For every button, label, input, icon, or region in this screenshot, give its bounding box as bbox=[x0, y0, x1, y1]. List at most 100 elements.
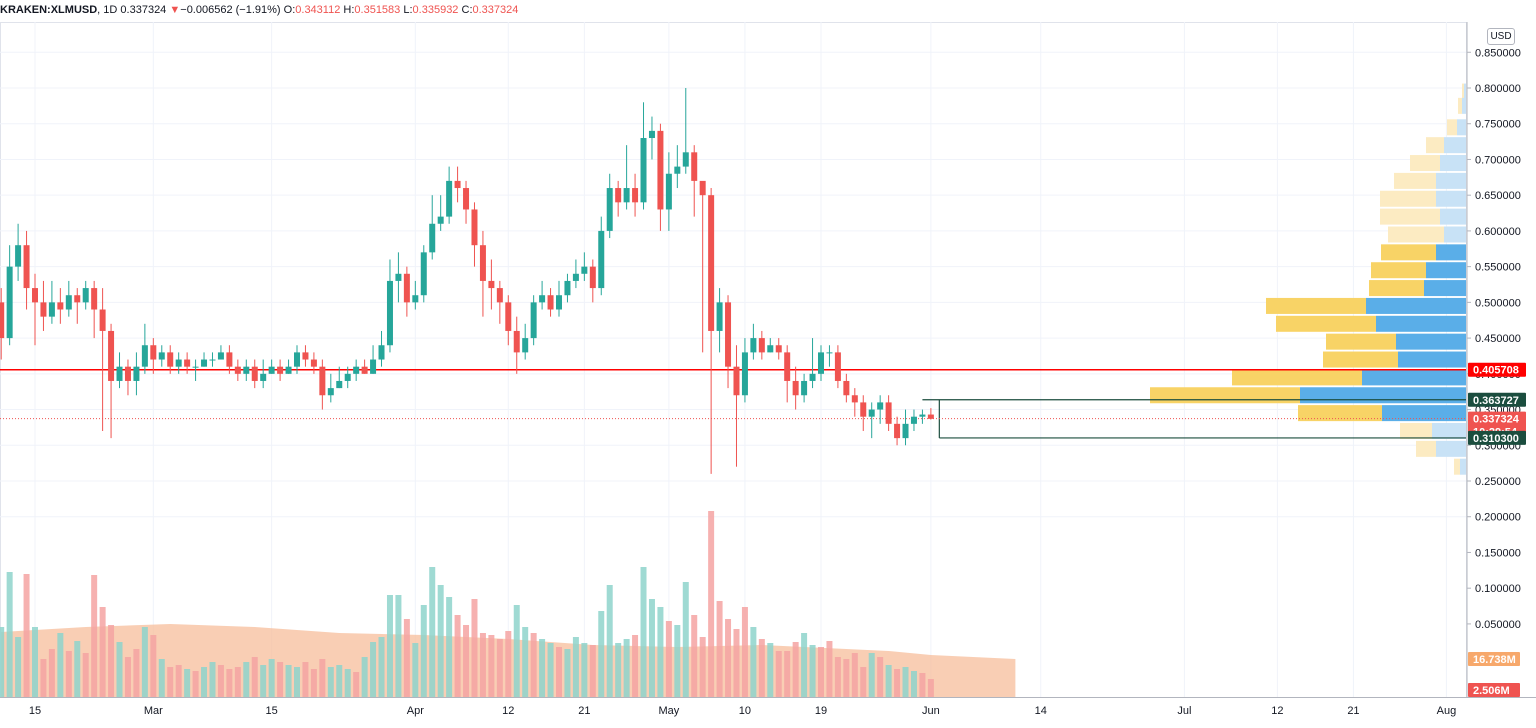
grid bbox=[0, 22, 1536, 698]
volume-bar bbox=[682, 582, 689, 697]
volume-bar bbox=[623, 639, 630, 697]
x-tick-label: 21 bbox=[1347, 705, 1359, 717]
down-arrow-icon: ▼ bbox=[169, 4, 181, 16]
vp-up-bar bbox=[1380, 190, 1436, 207]
range-top-tag: 0.363727 bbox=[1473, 395, 1519, 407]
volume-bar bbox=[234, 667, 241, 697]
vp-down-bar bbox=[1376, 315, 1466, 332]
candle-body bbox=[910, 416, 917, 424]
candle-body bbox=[158, 352, 165, 360]
y-tick-label: 0.650000 bbox=[1475, 190, 1521, 202]
vp-down-bar bbox=[1436, 440, 1466, 457]
candle-body bbox=[116, 366, 123, 381]
y-tick-label: 0.100000 bbox=[1475, 583, 1521, 595]
volume-bar bbox=[758, 639, 765, 697]
volume-bar bbox=[327, 667, 334, 697]
candle-body bbox=[395, 273, 402, 281]
candle-body bbox=[133, 366, 140, 381]
volume-bar bbox=[260, 665, 267, 697]
volume-bar bbox=[175, 665, 182, 697]
vp-down-bar bbox=[1362, 369, 1466, 386]
candle-body bbox=[615, 188, 622, 203]
candle-body bbox=[716, 302, 723, 331]
x-tick-label: 15 bbox=[29, 705, 41, 717]
volume-bar bbox=[505, 631, 512, 697]
volume-bar bbox=[767, 643, 774, 697]
candle-body bbox=[539, 295, 546, 303]
y-tick-label: 0.450000 bbox=[1475, 333, 1521, 345]
volume-bar bbox=[420, 605, 427, 697]
candle-body bbox=[386, 280, 393, 346]
last-price: 0.337324 bbox=[120, 4, 167, 16]
volume-bar bbox=[124, 657, 131, 697]
volume-bar bbox=[158, 659, 165, 697]
volume-bar bbox=[463, 625, 470, 697]
time-axis[interactable]: 15 Mar 15 Apr 12 21 May 10 19 Jun 14 Jul 12 21 Aug bbox=[29, 705, 1456, 717]
candle-body bbox=[606, 188, 613, 231]
volume-bar bbox=[834, 657, 841, 697]
volume-bar bbox=[294, 667, 300, 697]
y-tick-label: 0.050000 bbox=[1475, 619, 1521, 631]
volume-bars bbox=[0, 511, 934, 697]
candle-body bbox=[623, 188, 630, 203]
candle-body bbox=[877, 402, 884, 410]
volume-bar bbox=[201, 667, 208, 697]
volume-bar bbox=[268, 659, 275, 697]
low-label: L: bbox=[403, 4, 413, 16]
volume-bar bbox=[750, 627, 757, 697]
vol-last-tag-bg bbox=[1468, 683, 1520, 697]
vol-last-tag: 2.506M bbox=[1473, 685, 1510, 697]
candle-body bbox=[674, 166, 681, 174]
volume-bar bbox=[361, 657, 368, 697]
symbol-name[interactable]: KRAKEN:XLMUSD bbox=[0, 4, 98, 16]
volume-bar bbox=[708, 511, 715, 697]
candle-body bbox=[657, 130, 664, 210]
vp-down-bar bbox=[1440, 155, 1466, 172]
interval[interactable]: 1D bbox=[103, 4, 118, 16]
candle-body bbox=[277, 366, 284, 374]
volume-bar bbox=[657, 607, 664, 697]
vp-up-bar bbox=[1400, 422, 1432, 439]
candle-body bbox=[310, 359, 317, 367]
vp-up-bar bbox=[1447, 119, 1457, 136]
candle-body bbox=[65, 295, 72, 310]
x-tick-label: 21 bbox=[578, 705, 590, 717]
volume-bar bbox=[57, 633, 64, 697]
change-value: −0.006562 (−1.91%) bbox=[180, 4, 281, 16]
candle-body bbox=[665, 173, 672, 210]
volume-bar bbox=[192, 671, 199, 697]
volume-bar bbox=[927, 679, 934, 697]
volume-bar bbox=[606, 585, 613, 697]
candle-body bbox=[564, 280, 571, 296]
volume-bar bbox=[479, 633, 486, 697]
candle-body bbox=[598, 230, 605, 289]
volume-bar bbox=[919, 673, 926, 697]
price-tags: 0.4057080.3637270.33732410:29:540.310300… bbox=[1468, 362, 1526, 697]
currency-button[interactable]: USD bbox=[1487, 28, 1515, 45]
vp-down-bar bbox=[1424, 280, 1466, 297]
candle-body bbox=[319, 366, 326, 396]
candle-body bbox=[226, 352, 233, 367]
volume-bar bbox=[353, 672, 360, 697]
x-tick-label: Jun bbox=[922, 705, 940, 717]
volume-bar bbox=[716, 601, 723, 697]
volume-bar bbox=[648, 599, 655, 697]
volume-bar bbox=[217, 665, 224, 697]
x-tick-label: 10 bbox=[739, 705, 751, 717]
candle-body bbox=[370, 359, 377, 374]
candle-body bbox=[589, 266, 596, 289]
candle-body bbox=[640, 138, 647, 203]
candle-body bbox=[74, 295, 81, 303]
price-axis[interactable]: 0.850000 0.800000 0.750000 0.700000 0.650000… bbox=[1467, 47, 1521, 631]
volume-bar bbox=[674, 625, 681, 697]
candle-body bbox=[108, 330, 115, 381]
candle-body bbox=[868, 409, 875, 417]
candle-body bbox=[6, 266, 13, 339]
volume-bar bbox=[99, 607, 106, 697]
volume-bar bbox=[860, 667, 867, 697]
candle-body bbox=[234, 366, 241, 374]
candle-body bbox=[505, 302, 512, 331]
vp-down-bar bbox=[1460, 458, 1466, 475]
vp-down-bar bbox=[1432, 422, 1466, 439]
